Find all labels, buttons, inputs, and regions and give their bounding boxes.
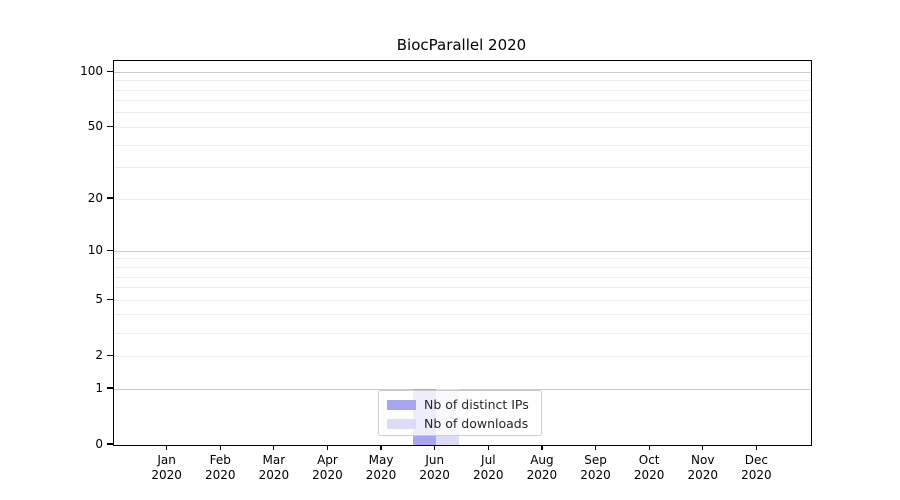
x-tick-label-mar: Mar 2020 [258, 453, 290, 482]
gridline-7 [114, 276, 811, 278]
gridline-40 [114, 144, 811, 146]
legend-swatch-downloads-icon [387, 418, 416, 429]
x-tick-label-feb: Feb 2020 [204, 453, 236, 482]
gridline-6 [114, 287, 811, 289]
y-tick-label-1: 1 [95, 381, 103, 395]
y-tick-mark-5 [107, 298, 113, 300]
y-tick-label-2: 2 [95, 348, 103, 363]
legend-label-distinct-ips: Nb of distinct IPs [424, 397, 529, 412]
x-tick-label-oct: Oct 2020 [633, 453, 665, 482]
y-tick-mark-1 [107, 387, 113, 389]
x-tick-mark-apr [326, 445, 329, 450]
gridline-3 [114, 332, 811, 334]
plot-area [113, 60, 812, 446]
y-tick-label-0: 0 [95, 437, 103, 451]
gridline-4 [114, 314, 811, 316]
x-tick-mark-aug [541, 445, 543, 450]
gridline-2 [114, 355, 811, 357]
x-tick-label-dec: Dec 2020 [741, 453, 772, 482]
x-tick-mark-sep [594, 445, 597, 450]
gridline-9 [114, 258, 811, 260]
y-tick-mark-2 [107, 354, 113, 356]
legend-item-distinct-ips: Nb of distinct IPs [387, 395, 533, 414]
x-tick-label-jul: Jul 2020 [473, 453, 504, 482]
x-tick-label-jun: Jun 2020 [419, 453, 450, 482]
x-tick-mark-mar [273, 445, 275, 450]
y-tick-mark-10 [107, 249, 113, 251]
gridline-50 [114, 126, 811, 128]
x-tick-label-nov: Nov 2020 [687, 453, 719, 482]
chart-title: BiocParallel 2020 [396, 36, 527, 54]
x-tick-label-sep: Sep 2020 [580, 453, 611, 482]
gridline-20 [114, 198, 811, 200]
legend-swatch-distinct-ips-icon [387, 399, 416, 410]
y-tick-label-10: 10 [87, 243, 103, 258]
gridline-100 [114, 71, 811, 73]
y-tick-mark-0 [107, 443, 113, 445]
y-tick-label-20: 20 [87, 191, 103, 206]
legend-label-downloads: Nb of downloads [424, 416, 529, 431]
x-tick-label-may: May 2020 [365, 453, 397, 482]
y-tick-label-50: 50 [87, 119, 103, 134]
y-tick-mark-100 [107, 70, 113, 72]
gridline-5 [114, 299, 811, 301]
gridline-8 [114, 267, 811, 268]
x-tick-mark-jul [487, 445, 489, 450]
legend-item-downloads: Nb of downloads [387, 414, 533, 433]
x-tick-label-apr: Apr 2020 [312, 453, 343, 482]
gridline-10 [114, 250, 811, 252]
gridline-70 [114, 100, 811, 102]
x-tick-mark-nov [702, 445, 704, 450]
x-tick-label-jan: Jan 2020 [151, 453, 182, 482]
y-tick-label-5: 5 [95, 292, 103, 307]
x-tick-mark-may [380, 445, 382, 450]
x-tick-mark-feb [219, 445, 221, 450]
x-tick-label-aug: Aug 2020 [526, 453, 558, 482]
y-tick-mark-20 [107, 197, 113, 199]
y-tick-mark-50 [107, 125, 113, 127]
gridline-60 [114, 112, 811, 114]
gridline-1 [114, 388, 811, 390]
gridline-80 [114, 89, 811, 91]
x-tick-mark-dec [755, 445, 757, 450]
gridline-90 [114, 80, 811, 82]
legend: Nb of distinct IPs Nb of downloads [378, 390, 542, 436]
x-tick-mark-jan [166, 445, 168, 450]
x-tick-mark-jun [434, 445, 436, 450]
y-tick-label-100: 100 [80, 64, 103, 79]
x-tick-mark-oct [648, 445, 650, 450]
gridline-30 [114, 167, 811, 169]
